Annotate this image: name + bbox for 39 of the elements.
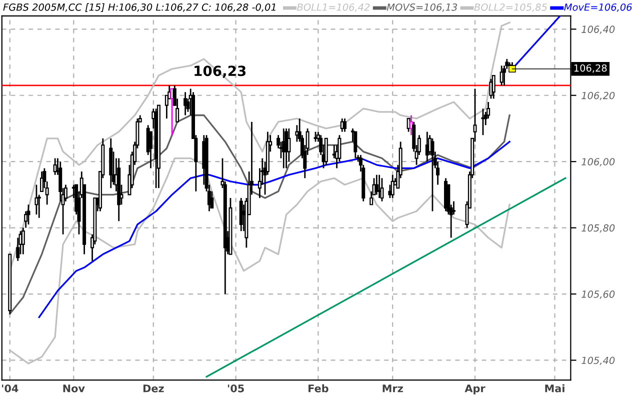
candlestick xyxy=(21,227,25,255)
line-series xyxy=(38,140,510,318)
candlestick xyxy=(343,118,347,132)
y-tick-label: 106,20 xyxy=(582,92,615,100)
candlestick xyxy=(40,170,44,192)
x-tick-label: Nov xyxy=(63,384,85,392)
ref-line-label: 106,23 xyxy=(194,66,246,78)
legend-label: MovE=106,06 xyxy=(564,3,632,12)
candlestick xyxy=(500,64,504,86)
y-tick-label: 106,40 xyxy=(582,26,615,34)
x-tick-label: '05 xyxy=(228,384,244,392)
candlestick xyxy=(164,94,168,120)
candlestick xyxy=(34,184,38,216)
annotation: 106,28 xyxy=(574,64,607,73)
legend-label: MOVS=106,13 xyxy=(386,3,458,12)
candlestick xyxy=(492,74,496,100)
candlestick xyxy=(184,91,188,116)
legend-label: BOLL1=106,42 xyxy=(297,3,370,12)
candlestick xyxy=(481,108,485,136)
line-series xyxy=(9,157,510,364)
y-tick-label: 106,00 xyxy=(582,158,615,166)
candlestick xyxy=(26,204,30,226)
candlestick xyxy=(324,138,328,166)
candlestick xyxy=(378,174,382,199)
candlestick xyxy=(172,84,176,106)
x-tick-label: Feb xyxy=(308,384,328,392)
candlestick xyxy=(354,131,358,159)
y-tick-label: 105,40 xyxy=(582,356,615,366)
chart-title: FGBS 2005M,CC [15] H:106,30 L:106,27 C: 106,28 -0,01 xyxy=(3,3,276,12)
x-tick-label: Mrz xyxy=(382,384,403,392)
x-tick-label: '04 xyxy=(2,384,18,392)
y-tick-label: 105,80 xyxy=(582,224,615,233)
candlestick xyxy=(489,78,493,100)
candlestick xyxy=(314,131,318,142)
y-tick-label: 105,60 xyxy=(582,290,615,299)
x-tick-label: Apr xyxy=(464,384,486,394)
legend-label: BOLL2=105,85 xyxy=(474,3,547,12)
x-tick-label: Mai xyxy=(545,384,564,392)
x-tick-label: Dez xyxy=(143,384,164,392)
